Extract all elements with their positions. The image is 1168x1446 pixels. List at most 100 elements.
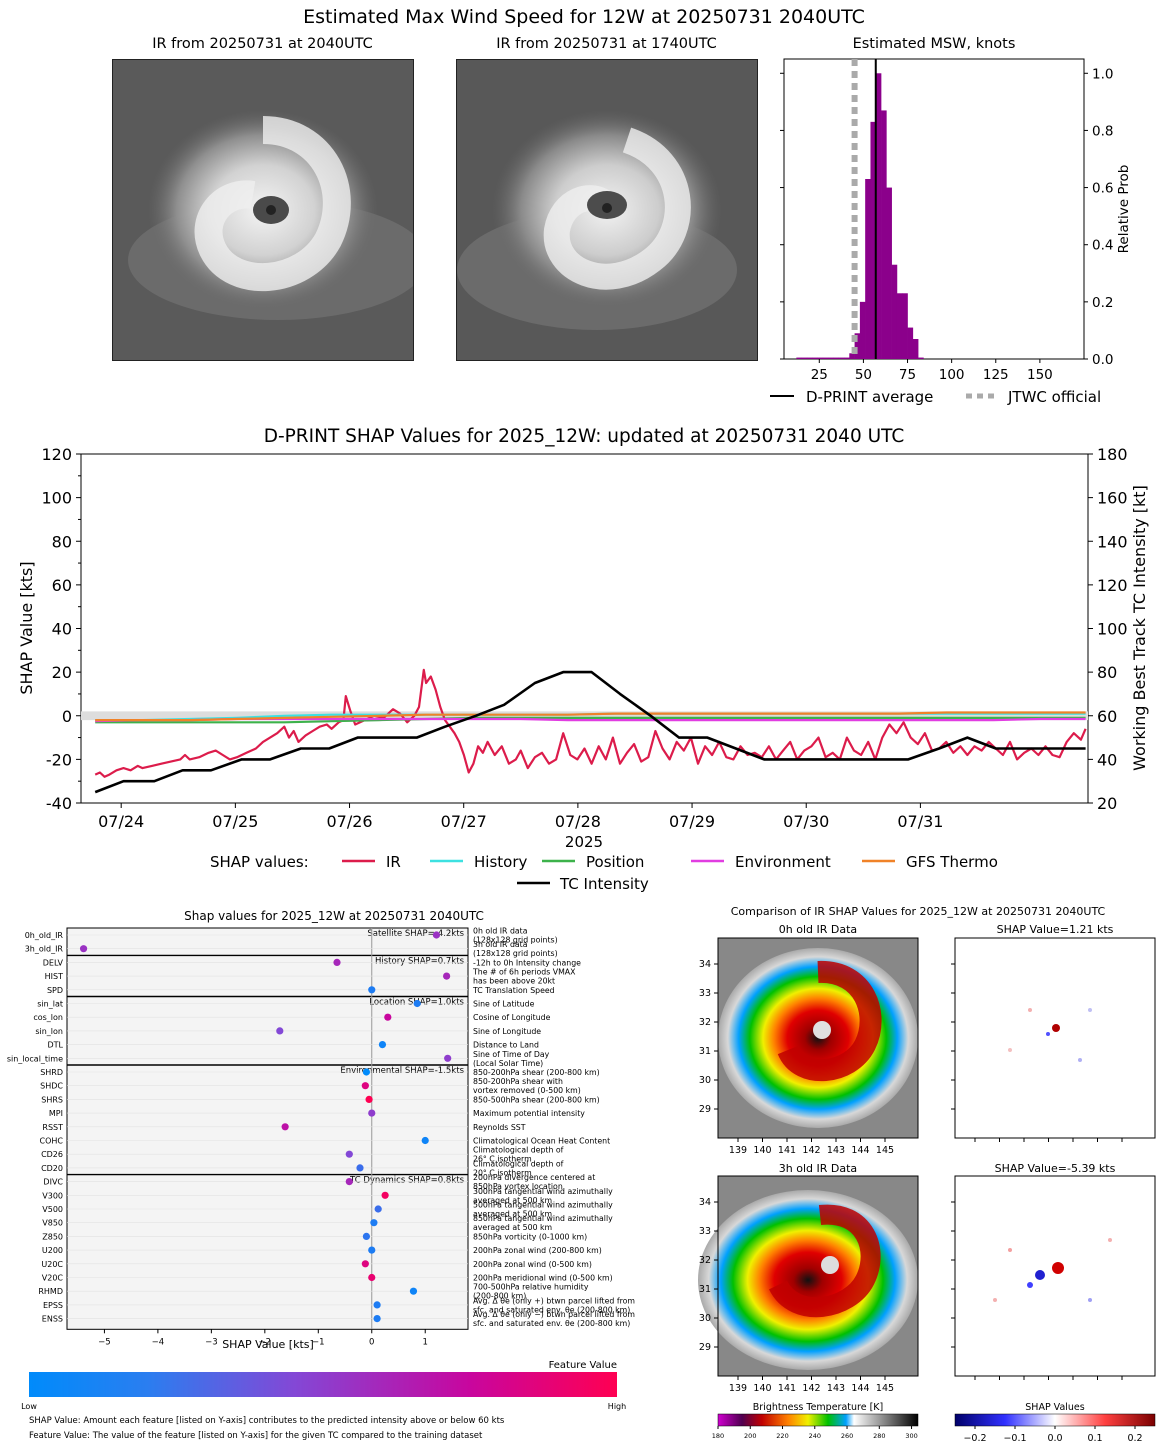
irc-xtick-label: 145 bbox=[876, 1145, 894, 1156]
feat-desc: sfc. and saturated env. θe (200-800 km) bbox=[473, 1319, 630, 1328]
msw-bar bbox=[822, 357, 829, 359]
msw-bars bbox=[796, 73, 924, 360]
feat-point bbox=[365, 1095, 373, 1103]
irc-xtick-label: 145 bbox=[876, 1383, 894, 1394]
msw-histogram: 25 50 75 100 125 150 0.0 0.2 0.4 0.6 0.8 1.0 Relat… bbox=[770, 58, 1132, 406]
feat-point bbox=[368, 1109, 376, 1117]
bt-tick-label: 180 bbox=[712, 1432, 724, 1440]
ir-now-title: IR from 20250731 at 2040UTC bbox=[152, 36, 373, 52]
feat-point bbox=[345, 1150, 353, 1158]
irc-ytick-label: 31 bbox=[699, 1284, 711, 1295]
irc-xtick-label: 140 bbox=[753, 1145, 771, 1156]
ts-legend: SHAP values: IR History Position Environmen… bbox=[210, 853, 998, 893]
shap-cb-title: SHAP Values bbox=[1025, 1402, 1085, 1413]
msw-bar bbox=[875, 73, 882, 360]
feat-desc: 850-200hPa shear (200-800 km) bbox=[473, 1068, 600, 1077]
ts-ytick-r-label: 80 bbox=[1097, 663, 1117, 682]
ts-ytick-r-label: 120 bbox=[1097, 576, 1128, 595]
ts-xtick-label: 07/27 bbox=[441, 812, 487, 831]
feat-name: SHDC bbox=[40, 1082, 63, 1091]
shap-tick-label: 0.1 bbox=[1087, 1433, 1102, 1444]
irc-xtick-label: 141 bbox=[778, 1145, 796, 1156]
feat-xticks: −5 −4 −3 −2 −1 0 1 bbox=[98, 1329, 428, 1347]
fv-high: High bbox=[608, 1402, 626, 1411]
shap-colorbar bbox=[954, 1413, 1156, 1427]
feat-desc: 850-200hPa shear with bbox=[473, 1077, 563, 1086]
feat-name: DELV bbox=[43, 958, 64, 967]
irc-ytick-label: 34 bbox=[699, 1197, 711, 1208]
msw-title: Estimated MSW, knots bbox=[852, 36, 1016, 52]
msw-bar bbox=[870, 121, 877, 359]
msw-bar bbox=[912, 339, 919, 359]
feat-desc: Distance to Land bbox=[473, 1041, 539, 1050]
ts-xlabel: 2025 bbox=[565, 833, 603, 851]
feat-desc: has been above 20kt bbox=[473, 977, 555, 986]
feat-desc: sfc. and saturated env. θe (200-800 km) bbox=[473, 1305, 630, 1314]
ts-xticks: 07/24 07/25 07/26 07/27 07/28 07/29 07/30 07/31 bbox=[98, 803, 943, 831]
ts-ytick-label: 100 bbox=[41, 489, 72, 508]
feat-desc: Maximum potential intensity bbox=[473, 1109, 585, 1118]
legend-label: Position bbox=[586, 853, 644, 871]
ir-3h-image bbox=[698, 1175, 919, 1377]
ts-ytick-r-label: 40 bbox=[1097, 750, 1117, 769]
feat-point bbox=[381, 1191, 389, 1199]
feat-name: 0h_old_IR bbox=[25, 931, 64, 940]
feat-name: V850 bbox=[42, 1219, 63, 1228]
ir-image-prev bbox=[456, 59, 758, 361]
fv-note2: Feature Value: The value of the feature … bbox=[29, 1431, 483, 1441]
feat-title: Shap values for 2025_12W at 20250731 204… bbox=[184, 909, 484, 923]
feat-plot-area bbox=[66, 927, 469, 1330]
feat-desc: Avg. Δ θe (only +) btwn parcel lifted fr… bbox=[473, 1296, 635, 1305]
feat-point bbox=[443, 972, 451, 980]
msw-bar bbox=[886, 187, 892, 359]
feat-point bbox=[361, 1082, 369, 1090]
irc-panel-3h: 3h old IR Data bbox=[779, 1162, 857, 1175]
feat-name: V20C bbox=[42, 1274, 64, 1283]
msw-bar bbox=[796, 357, 802, 359]
feat-name: sin_lat bbox=[37, 1000, 63, 1009]
msw-bar bbox=[838, 357, 845, 359]
shap-ticks: −0.2 −0.1 0.0 0.1 0.2 bbox=[963, 1426, 1143, 1444]
irc-xtick-label: 141 bbox=[778, 1383, 796, 1394]
ts-xtick-label: 07/29 bbox=[669, 812, 715, 831]
msw-bar bbox=[817, 357, 824, 359]
ts-zero-band bbox=[81, 711, 1088, 721]
feat-desc: TC Translation Speed bbox=[472, 986, 555, 995]
ts-ytick-label: 20 bbox=[52, 663, 72, 682]
feat-desc: Climatological depth of bbox=[473, 1159, 564, 1168]
feat-point bbox=[276, 1027, 284, 1035]
feat-name: COHC bbox=[40, 1137, 64, 1146]
feat-xtick-label: −2 bbox=[259, 1337, 272, 1347]
irc-axes: 139 140 141 142 143 144 145 34 33 32 31 30 29 139 140 1… bbox=[699, 959, 1123, 1394]
feat-name: V300 bbox=[42, 1191, 63, 1200]
feat-desc: 200hPa zonal wind (200-800 km) bbox=[473, 1246, 602, 1255]
feat-desc: Sine of Longitude bbox=[473, 1027, 541, 1036]
bt-tick-label: 220 bbox=[776, 1432, 788, 1440]
feat-desc: 850-500hPa shear (200-800 km) bbox=[473, 1095, 600, 1104]
ts-zero-band-rect bbox=[81, 711, 1088, 721]
feat-name: SHRD bbox=[40, 1068, 63, 1077]
ts-ytick-label: -40 bbox=[46, 794, 72, 813]
legend-label: Environment bbox=[735, 853, 831, 871]
ts-yticks-left: -40 -20 0 20 40 60 80 100 120 bbox=[41, 445, 81, 813]
feat-name: Z850 bbox=[42, 1232, 63, 1241]
feat-desc: (128x128 grid points) bbox=[473, 949, 558, 958]
shap-tick-label: 0.2 bbox=[1127, 1433, 1142, 1444]
series-line-tc-intensity bbox=[94, 670, 1086, 794]
msw-bar bbox=[833, 357, 840, 359]
feat-desc: Climatological Ocean Heat Content bbox=[473, 1137, 610, 1146]
msw-xtick-label: 25 bbox=[811, 367, 828, 383]
feat-desc: (200-800 km) bbox=[473, 1292, 526, 1301]
feat-group-label: Environmental SHAP=-1.5kts bbox=[340, 1066, 464, 1076]
bt-title: Brightness Temperature [K] bbox=[753, 1402, 883, 1413]
irc-shap-0h: SHAP Value=1.21 kts bbox=[997, 923, 1114, 936]
ts-title: D-PRINT SHAP Values for 2025_12W: update… bbox=[264, 426, 905, 447]
feat-point bbox=[356, 1164, 364, 1172]
feat-desc: 500hPa tangential wind azimuthally bbox=[473, 1201, 613, 1210]
shap-tick-label: 0.0 bbox=[1047, 1433, 1062, 1444]
ts-ytick-r-label: 160 bbox=[1097, 489, 1128, 508]
msw-bar bbox=[881, 110, 887, 359]
feat-group-label: Satellite SHAP=-4.2kts bbox=[367, 929, 464, 939]
ts-ytick-label: 120 bbox=[41, 445, 72, 464]
msw-bar bbox=[891, 264, 898, 359]
